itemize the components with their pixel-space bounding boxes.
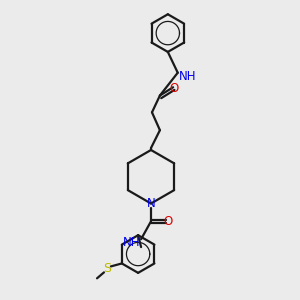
Text: NH: NH <box>179 70 196 83</box>
Text: NH: NH <box>122 236 140 249</box>
Text: N: N <box>147 197 155 210</box>
Text: O: O <box>169 82 178 95</box>
Text: S: S <box>103 262 111 275</box>
Text: O: O <box>163 215 172 228</box>
